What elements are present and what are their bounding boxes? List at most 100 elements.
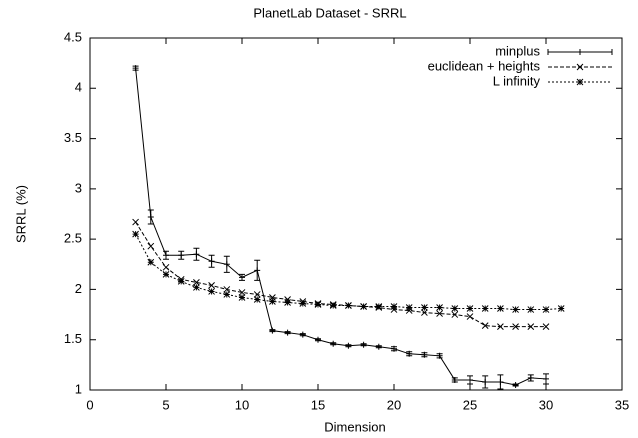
data-point xyxy=(329,302,337,309)
y-tick-label: 4 xyxy=(75,80,82,95)
data-point xyxy=(405,304,413,311)
x-tick-label: 0 xyxy=(86,397,93,412)
data-point xyxy=(481,322,489,329)
data-point xyxy=(482,378,489,385)
series-line xyxy=(135,233,562,311)
data-point xyxy=(223,261,230,268)
data-point xyxy=(147,258,155,266)
data-point xyxy=(253,291,261,298)
data-point xyxy=(163,252,169,259)
data-point xyxy=(147,242,155,250)
legend-marker xyxy=(576,63,584,71)
data-point xyxy=(436,304,443,311)
y-tick-label: 3 xyxy=(75,180,82,195)
data-point xyxy=(542,306,550,313)
data-point xyxy=(360,341,367,348)
data-point xyxy=(147,214,154,221)
data-point xyxy=(481,305,489,312)
data-point xyxy=(238,289,246,296)
x-axis-label: Dimension xyxy=(324,419,385,434)
data-point xyxy=(390,303,398,310)
data-point xyxy=(299,300,307,307)
series-line xyxy=(135,68,547,386)
data-point xyxy=(284,329,291,336)
data-point xyxy=(436,352,443,359)
legend-marker xyxy=(547,49,613,55)
data-point xyxy=(193,251,200,258)
data-point xyxy=(512,381,519,388)
data-point xyxy=(421,304,428,311)
data-point xyxy=(193,284,200,291)
y-tick-label: 2 xyxy=(75,281,82,296)
data-point xyxy=(512,306,519,313)
data-point xyxy=(132,218,139,226)
data-point xyxy=(177,278,185,285)
y-tick-label: 3.5 xyxy=(64,130,82,145)
data-point xyxy=(193,279,200,286)
data-point xyxy=(345,302,352,309)
data-point xyxy=(208,282,215,289)
data-point xyxy=(284,296,291,303)
data-point xyxy=(345,342,352,349)
data-point xyxy=(223,286,231,293)
data-point xyxy=(208,258,215,265)
data-point xyxy=(421,351,428,358)
data-point xyxy=(527,374,534,381)
data-point xyxy=(542,323,550,330)
data-point xyxy=(451,305,459,312)
data-point xyxy=(178,252,185,259)
data-point xyxy=(451,311,459,318)
x-tick-label: 20 xyxy=(387,397,401,412)
data-point xyxy=(390,306,398,313)
data-point xyxy=(421,309,428,316)
data-point xyxy=(253,296,261,303)
data-point xyxy=(132,65,139,72)
x-tick-label: 10 xyxy=(235,397,249,412)
y-tick-label: 1 xyxy=(75,381,82,396)
y-tick-label: 2.5 xyxy=(64,231,82,246)
data-point xyxy=(330,340,337,347)
data-point xyxy=(543,375,549,382)
data-point xyxy=(451,376,458,383)
data-point xyxy=(162,263,170,271)
data-point xyxy=(406,350,413,357)
data-point xyxy=(497,323,504,330)
data-point xyxy=(239,274,245,281)
x-tick-label: 30 xyxy=(539,397,553,412)
data-point xyxy=(314,301,322,308)
data-point xyxy=(405,307,413,314)
data-point xyxy=(254,267,261,274)
data-point xyxy=(466,313,474,320)
data-point xyxy=(360,303,367,310)
plot-frame xyxy=(89,37,623,391)
data-point xyxy=(269,298,276,305)
data-point xyxy=(467,376,473,383)
x-tick-label: 25 xyxy=(463,397,477,412)
y-axis-label: SRRL (%) xyxy=(13,185,28,243)
data-point xyxy=(208,288,215,295)
data-point xyxy=(375,303,383,310)
x-tick-label: 5 xyxy=(162,397,169,412)
series-line xyxy=(135,221,546,328)
data-point xyxy=(557,305,565,312)
data-point xyxy=(162,270,170,278)
data-point xyxy=(512,323,519,330)
legend-label: L infinity xyxy=(493,73,541,88)
legend-marker xyxy=(576,78,584,86)
y-tick-label: 1.5 xyxy=(64,331,82,346)
legend-label: euclidean + heights xyxy=(428,58,541,73)
data-point xyxy=(375,343,382,350)
x-tick-label: 15 xyxy=(311,397,325,412)
data-point xyxy=(497,378,504,385)
data-point xyxy=(269,327,276,334)
data-point xyxy=(527,306,535,313)
data-point xyxy=(436,310,443,317)
data-point xyxy=(238,294,246,301)
data-point xyxy=(223,291,231,298)
legend-label: minplus xyxy=(495,43,540,58)
data-point xyxy=(497,305,504,312)
data-point xyxy=(315,336,321,343)
chart-title: PlanetLab Dataset - SRRL xyxy=(253,5,406,20)
data-point xyxy=(132,230,139,238)
